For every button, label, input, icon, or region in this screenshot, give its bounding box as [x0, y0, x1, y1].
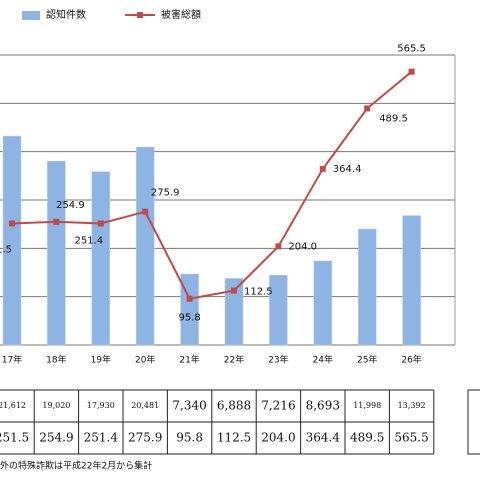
- footnote: 外の特殊詐欺は平成22年2月から集計: [0, 460, 152, 472]
- marker: [408, 68, 415, 75]
- x-tick-label: 17年: [2, 354, 22, 366]
- marker: [319, 165, 326, 172]
- table-cell: 95.8: [176, 431, 203, 445]
- bar: [313, 260, 333, 346]
- table-cell: 251.5: [0, 431, 29, 445]
- table-cell: 364.4: [306, 431, 341, 445]
- table-cell: 19,020: [42, 401, 70, 410]
- legend-swatch: [22, 11, 40, 20]
- x-tick-label: 21年: [179, 354, 199, 366]
- marker: [53, 218, 60, 225]
- table-cell: 251.4: [84, 431, 119, 445]
- data-label: 489.5: [379, 113, 408, 124]
- data-label: 251.5: [0, 244, 12, 255]
- table-cell: 20,481: [131, 401, 159, 410]
- data-label: 565.5: [397, 44, 426, 55]
- table-cell: 11,998: [353, 401, 381, 410]
- table-cell: 489.5: [350, 431, 384, 445]
- data-label: 364.4: [333, 164, 362, 175]
- table-cell: 6,888: [217, 399, 251, 413]
- table-cell: 254.9: [39, 431, 73, 445]
- data-label: 95.8: [178, 313, 200, 324]
- bar: [135, 146, 155, 346]
- data-label: 112.5: [244, 287, 273, 298]
- marker: [142, 208, 149, 215]
- legend-label: 認知件数: [46, 8, 86, 21]
- x-tick-label: 19年: [91, 354, 111, 366]
- table-cell: 17,930: [87, 401, 115, 410]
- table-cell: 8,693: [306, 399, 340, 413]
- x-tick-label: 20年: [135, 354, 155, 366]
- table-cell: 13,392: [398, 401, 426, 410]
- bar: [47, 160, 66, 346]
- bar: [91, 171, 111, 346]
- bar: [224, 278, 244, 346]
- data-label: 204.0: [288, 241, 317, 252]
- x-tick-label: 24年: [313, 354, 333, 366]
- bar: [269, 274, 288, 346]
- legend-swatch: [137, 12, 143, 18]
- marker: [97, 220, 104, 227]
- bar: [357, 228, 377, 346]
- data-label: 251.4: [74, 235, 103, 246]
- x-tick-label: 26年: [401, 354, 421, 366]
- table-cell: 275.9: [128, 431, 162, 445]
- data-label: 275.9: [151, 188, 180, 199]
- marker: [186, 295, 193, 302]
- table-cell: 7,340: [172, 399, 206, 413]
- x-tick-label: 25年: [357, 354, 377, 366]
- marker: [275, 243, 282, 250]
- marker: [364, 105, 371, 112]
- x-tick-label: 22年: [224, 354, 244, 366]
- table-cell: 204.0: [261, 431, 295, 445]
- marker: [9, 220, 15, 227]
- table-cell: 7,216: [261, 399, 295, 413]
- table-cell: 21,612: [0, 401, 26, 410]
- marker: [231, 287, 237, 294]
- x-tick-label: 23年: [268, 354, 288, 366]
- line: [11, 70, 413, 300]
- table-box: [467, 389, 480, 455]
- data-label: 254.9: [56, 200, 85, 211]
- bar: [402, 215, 421, 346]
- table-cell: 112.5: [217, 431, 251, 445]
- legend-label: 被害総額: [161, 8, 201, 21]
- table-cell: 565.5: [394, 431, 428, 445]
- x-tick-label: 18年: [46, 354, 66, 366]
- bar: [2, 135, 22, 346]
